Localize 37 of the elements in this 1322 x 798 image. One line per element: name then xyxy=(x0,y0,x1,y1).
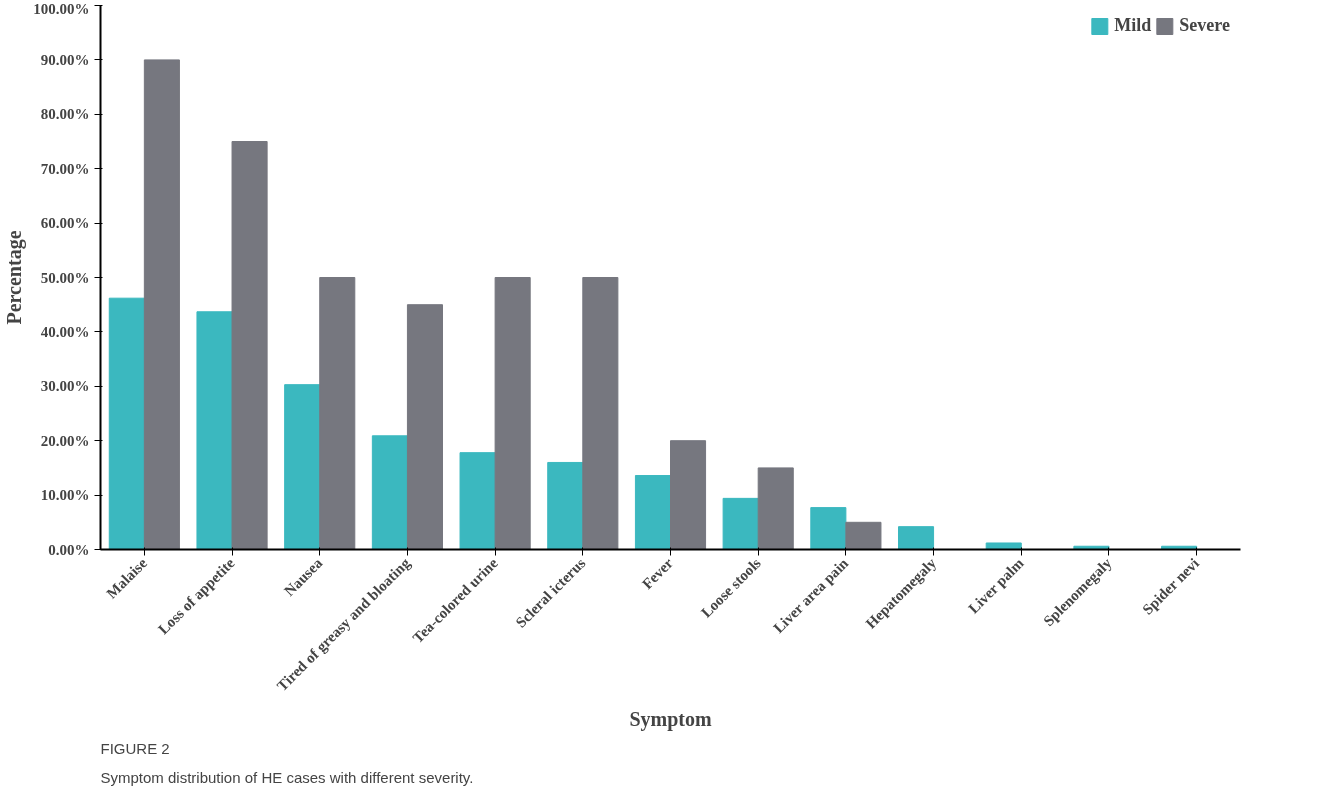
bar xyxy=(371,435,408,550)
bar xyxy=(757,467,794,550)
y-tick-label: 80.00% xyxy=(40,106,90,123)
y-axis-title: Percentage xyxy=(3,230,27,325)
legend-label: Severe xyxy=(1179,15,1230,36)
bar xyxy=(459,452,496,550)
y-tick-label: 90.00% xyxy=(40,51,90,68)
bar xyxy=(898,526,935,550)
bar xyxy=(494,277,531,550)
y-tick-label: 50.00% xyxy=(40,269,90,286)
y-tick-label: 40.00% xyxy=(40,323,90,340)
bar xyxy=(634,475,671,550)
bar xyxy=(143,59,180,550)
bar xyxy=(406,304,443,550)
y-tick-label: 100.00% xyxy=(33,0,90,17)
bar xyxy=(810,507,847,550)
y-tick-label: 60.00% xyxy=(40,215,90,232)
y-tick-label: 0.00% xyxy=(48,541,90,558)
y-tick-label: 20.00% xyxy=(40,432,90,449)
bar xyxy=(547,461,584,550)
bar xyxy=(670,440,707,550)
bar xyxy=(582,277,619,550)
bar xyxy=(845,521,882,550)
bar xyxy=(196,311,233,550)
bar xyxy=(108,297,145,550)
caption: FIGURE 2 xyxy=(100,739,170,757)
bar xyxy=(722,497,759,550)
bar xyxy=(284,384,321,550)
y-tick-label: 10.00% xyxy=(40,487,90,504)
bar xyxy=(985,542,1022,550)
legend-label: Mild xyxy=(1114,15,1152,36)
text: Symptom distribution of HE cases with different severity. xyxy=(100,768,474,786)
bar xyxy=(231,141,268,550)
x-axis-title: Symptom xyxy=(629,707,712,731)
y-tick-label: 70.00% xyxy=(40,160,90,177)
y-tick-label: 30.00% xyxy=(40,378,90,395)
bar xyxy=(319,277,356,550)
